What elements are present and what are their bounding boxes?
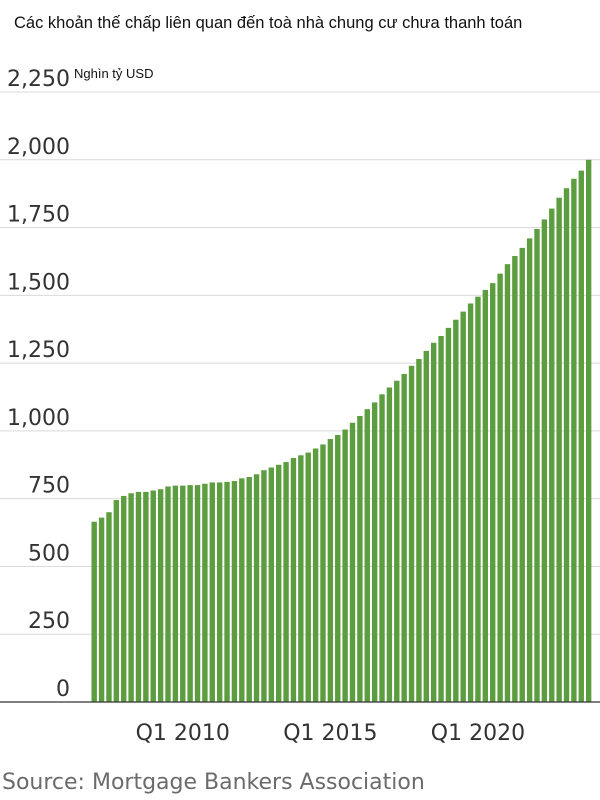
bar bbox=[246, 476, 252, 702]
bar bbox=[143, 491, 149, 702]
y-tick-label: 500 bbox=[28, 541, 70, 566]
bar bbox=[364, 409, 370, 702]
bar bbox=[416, 359, 422, 702]
bar bbox=[585, 159, 592, 702]
bar bbox=[556, 197, 562, 702]
bar bbox=[261, 470, 267, 702]
bar bbox=[534, 228, 540, 702]
bar bbox=[504, 264, 511, 702]
bar bbox=[490, 283, 496, 702]
bar bbox=[135, 491, 142, 702]
y-tick-label: 250 bbox=[28, 609, 70, 634]
bar bbox=[578, 170, 584, 703]
bar bbox=[453, 319, 459, 702]
bar bbox=[349, 422, 356, 702]
chart-title: Các khoản thế chấp liên quan đến toà nhà… bbox=[14, 14, 523, 32]
bar bbox=[98, 517, 105, 702]
bar bbox=[165, 486, 171, 702]
bar bbox=[312, 448, 319, 702]
y-axis-ticks: 0 250 500 750 1,000 1,250 1,500 1,750 2,000 2,250 bbox=[7, 67, 70, 702]
y-tick-label: 1,000 bbox=[7, 406, 70, 431]
bar bbox=[460, 311, 466, 702]
bar-series bbox=[91, 159, 592, 703]
bar bbox=[157, 489, 164, 702]
y-tick-label: 1,500 bbox=[7, 270, 70, 295]
y-tick-label: 0 bbox=[56, 677, 70, 702]
bar bbox=[386, 387, 393, 702]
bar bbox=[202, 483, 208, 702]
bar bbox=[209, 482, 215, 702]
bar bbox=[541, 219, 548, 702]
unit-label: Nghìn tỷ USD bbox=[74, 66, 154, 81]
bar bbox=[408, 365, 415, 702]
bar bbox=[187, 485, 193, 702]
y-tick-label: 2,000 bbox=[7, 135, 70, 160]
bar bbox=[239, 478, 245, 702]
bar bbox=[172, 485, 179, 702]
y-tick-label: 2,250 bbox=[7, 67, 70, 92]
bar bbox=[497, 273, 503, 702]
y-tick-label: 1,750 bbox=[7, 203, 70, 228]
bar bbox=[128, 493, 134, 702]
bar bbox=[379, 394, 385, 702]
bar bbox=[305, 452, 311, 702]
bar bbox=[290, 458, 297, 702]
bar bbox=[298, 455, 304, 702]
bar bbox=[320, 444, 326, 702]
bar bbox=[253, 474, 260, 702]
bar bbox=[342, 429, 348, 702]
bar-chart: 0 250 500 750 1,000 1,250 1,500 1,750 2,000 2,250… bbox=[0, 67, 600, 746]
bar bbox=[327, 439, 334, 702]
source-note: Source: Mortgage Bankers Association bbox=[2, 770, 425, 795]
y-tick-label: 1,250 bbox=[7, 338, 70, 363]
bar bbox=[438, 336, 444, 702]
bar bbox=[445, 327, 452, 702]
bar bbox=[563, 188, 570, 702]
bar bbox=[180, 485, 186, 702]
x-tick-label: Q1 2020 bbox=[431, 721, 525, 746]
bar bbox=[401, 373, 407, 702]
bar bbox=[121, 495, 127, 702]
bar bbox=[423, 350, 429, 702]
bar bbox=[194, 485, 201, 702]
bar bbox=[512, 256, 518, 702]
bar bbox=[549, 208, 555, 703]
bar bbox=[482, 289, 489, 702]
bar bbox=[430, 342, 437, 702]
bar bbox=[475, 296, 481, 702]
x-tick-label: Q1 2010 bbox=[136, 721, 230, 746]
bar bbox=[571, 178, 577, 702]
bar bbox=[335, 434, 341, 702]
bar bbox=[526, 238, 533, 702]
bar bbox=[283, 462, 289, 702]
y-tick-label: 750 bbox=[28, 474, 70, 499]
bar bbox=[268, 467, 275, 702]
bar bbox=[106, 512, 112, 702]
bar bbox=[231, 481, 238, 702]
x-axis-ticks: Q1 2010 Q1 2015 Q1 2020 bbox=[136, 721, 525, 746]
bar bbox=[394, 380, 400, 702]
x-tick-label: Q1 2015 bbox=[283, 721, 377, 746]
bar bbox=[519, 247, 525, 702]
bar bbox=[276, 464, 282, 702]
bar bbox=[150, 490, 156, 702]
bar bbox=[113, 500, 120, 702]
bar bbox=[467, 303, 474, 702]
bar bbox=[224, 481, 230, 702]
bar bbox=[371, 402, 378, 702]
bar bbox=[357, 415, 363, 702]
bar bbox=[216, 482, 223, 702]
bar bbox=[91, 521, 97, 702]
